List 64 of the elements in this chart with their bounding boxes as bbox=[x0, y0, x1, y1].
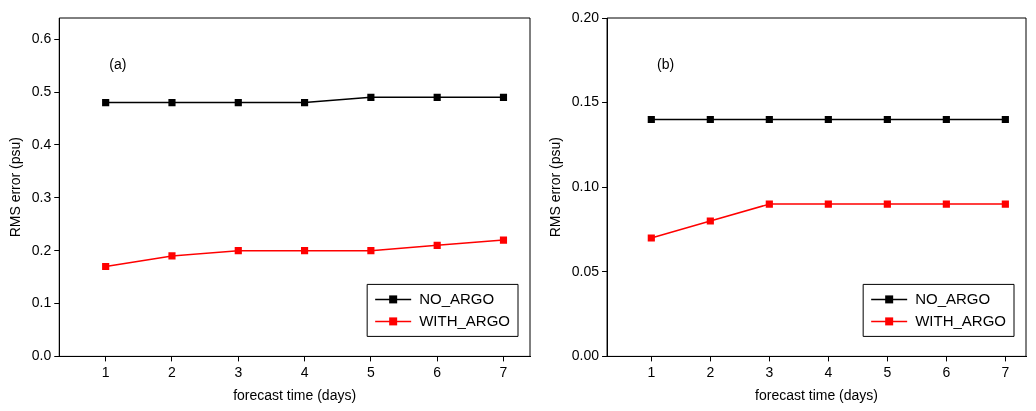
x-tick-label: 4 bbox=[300, 363, 309, 380]
point bbox=[499, 93, 508, 101]
point bbox=[706, 217, 714, 225]
x-tick-label: 1 bbox=[647, 363, 656, 380]
y-tick-label: 0.2 bbox=[31, 241, 52, 258]
x-tick-label: 3 bbox=[234, 363, 243, 380]
point bbox=[824, 115, 832, 124]
y-tick-label: 0.05 bbox=[571, 262, 600, 279]
y-tick-label: 0.0 bbox=[31, 347, 52, 364]
point bbox=[883, 115, 891, 124]
point bbox=[942, 115, 950, 124]
x-tick-label: 2 bbox=[706, 363, 715, 380]
point bbox=[647, 234, 655, 242]
point bbox=[168, 252, 176, 260]
point bbox=[433, 241, 441, 249]
x-tick-label: 5 bbox=[883, 363, 892, 380]
legend-label: WITH_ARGO bbox=[915, 311, 1007, 329]
point bbox=[301, 247, 309, 255]
y-tick-label: 0.3 bbox=[31, 188, 52, 205]
point bbox=[102, 262, 110, 271]
x-tick-label: 3 bbox=[765, 363, 774, 380]
x-tick-label: 2 bbox=[168, 363, 177, 380]
x-tick-label: 1 bbox=[101, 363, 110, 380]
y-tick-label: 0.15 bbox=[571, 93, 600, 110]
y-tick-label: 0.10 bbox=[571, 178, 600, 195]
point bbox=[367, 247, 375, 255]
point bbox=[1001, 200, 1009, 208]
point bbox=[765, 200, 773, 208]
y-axis-title: RMS error (psu) bbox=[547, 137, 564, 238]
annotation: (b) bbox=[657, 55, 675, 72]
y-tick-label: 0.20 bbox=[571, 8, 600, 25]
point bbox=[706, 115, 714, 124]
point bbox=[102, 99, 110, 107]
point bbox=[499, 236, 508, 244]
legend-label: NO_ARGO bbox=[915, 289, 991, 307]
point bbox=[234, 247, 242, 255]
point bbox=[942, 200, 950, 208]
point bbox=[367, 93, 375, 101]
legend-label: NO_ARGO bbox=[419, 289, 495, 307]
legend-label: WITH_ARGO bbox=[419, 311, 511, 329]
x-tick-label: 7 bbox=[499, 363, 508, 380]
point bbox=[433, 93, 441, 101]
point bbox=[301, 99, 309, 107]
point bbox=[1001, 115, 1009, 124]
y-axis-title: RMS error (psu) bbox=[7, 137, 24, 238]
x-tick-label: 5 bbox=[366, 363, 375, 380]
y-tick-label: 0.6 bbox=[31, 30, 52, 47]
x-tick-label: 6 bbox=[942, 363, 951, 380]
point bbox=[765, 115, 773, 124]
point bbox=[647, 115, 655, 124]
x-tick-label: 7 bbox=[1001, 363, 1010, 380]
y-tick-label: 0.5 bbox=[31, 82, 52, 99]
x-tick-label: 4 bbox=[824, 363, 833, 380]
annotation: (a) bbox=[109, 55, 127, 72]
x-axis-title: forecast time (days) bbox=[755, 387, 878, 404]
y-tick-label: 0.00 bbox=[571, 347, 600, 364]
x-axis-title: forecast time (days) bbox=[233, 387, 357, 404]
point bbox=[234, 99, 242, 107]
point bbox=[824, 200, 832, 208]
y-tick-label: 0.1 bbox=[31, 294, 52, 311]
y-tick-label: 0.4 bbox=[31, 135, 52, 152]
x-tick-label: 6 bbox=[433, 363, 442, 380]
point bbox=[168, 99, 176, 107]
point bbox=[883, 200, 891, 208]
